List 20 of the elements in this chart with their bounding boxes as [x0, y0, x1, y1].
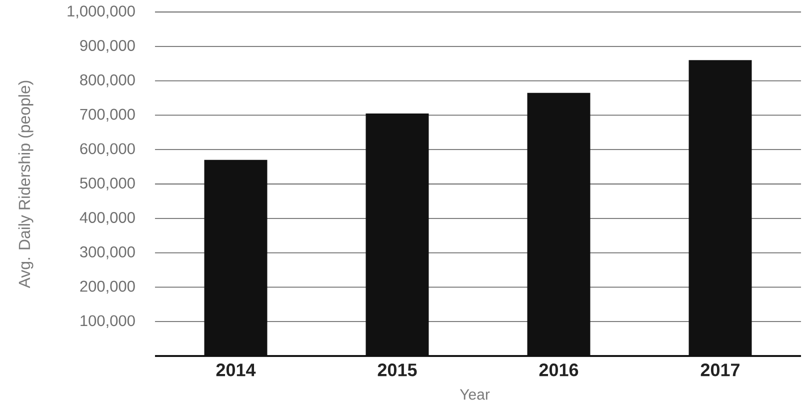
- x-tick-label: 2014: [216, 364, 256, 376]
- y-tick-label: 100,000: [80, 315, 135, 328]
- y-axis-title: Avg. Daily Ridership (people): [18, 80, 34, 288]
- x-tick-label: 2017: [700, 364, 740, 376]
- y-tick-label: 900,000: [80, 40, 135, 53]
- x-axis-title: Year: [460, 389, 490, 400]
- y-tick-label: 500,000: [80, 178, 135, 190]
- bar: [366, 113, 429, 356]
- y-tick-label: 400,000: [80, 212, 135, 225]
- x-tick-label: 2016: [539, 364, 578, 376]
- y-tick-label: 700,000: [80, 108, 135, 122]
- bar: [527, 92, 590, 356]
- bar: [204, 160, 268, 356]
- x-tick-label: 2015: [378, 364, 417, 376]
- y-tick-label: 200,000: [80, 280, 135, 294]
- y-tick-label: 1,000,000: [68, 6, 135, 18]
- y-tick-label: 800,000: [80, 74, 135, 88]
- y-tick-label: 300,000: [80, 246, 135, 260]
- y-tick-label: 600,000: [80, 143, 135, 156]
- bar: [688, 60, 752, 356]
